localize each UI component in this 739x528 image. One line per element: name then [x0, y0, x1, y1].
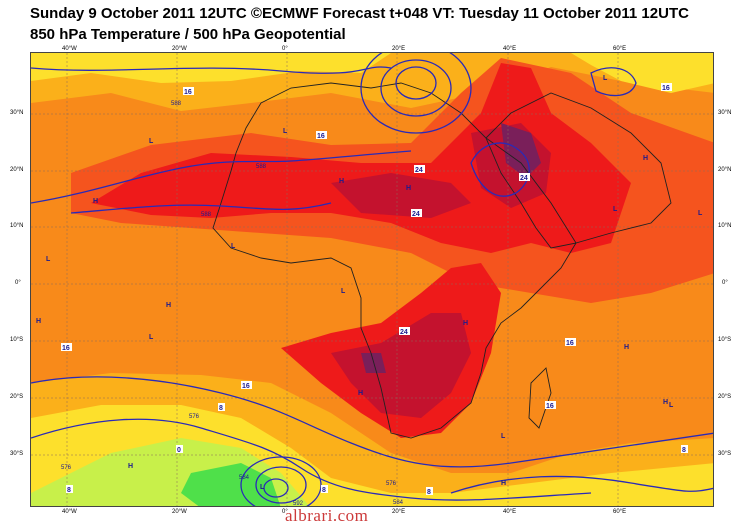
- lat-tick-right: 10°S: [718, 337, 732, 343]
- temp-label: 24: [415, 167, 423, 174]
- low-mark: L: [46, 256, 51, 263]
- lat-tick-left: 20°S: [10, 394, 24, 400]
- temp-label: 8: [67, 487, 71, 494]
- temp-label: 24: [412, 211, 420, 218]
- low-mark: L: [260, 484, 265, 491]
- geo-labels: 588 588 588 576 576 584 592 576 584: [61, 101, 404, 507]
- geopotential-contours: [31, 53, 713, 506]
- high-mark: H: [36, 318, 41, 325]
- low-mark: L: [501, 433, 506, 440]
- temp-label: 24: [520, 175, 528, 182]
- temp-label: 8: [682, 447, 686, 454]
- lon-tick-bottom: 60°E: [613, 509, 627, 515]
- forecast-map: 16 16 16 16 16 16 16 24 24 24 24 8 8 8 8…: [30, 52, 714, 507]
- temp-band-yellow-ne: [571, 53, 713, 93]
- temp-label: 16: [566, 340, 574, 347]
- low-mark: L: [149, 334, 154, 341]
- high-mark: H: [643, 155, 648, 162]
- pressure-marks: H H H H H H H H H H H H L L L L L L L L …: [36, 75, 703, 491]
- chart-title: Sunday 9 October 2011 12UTC ©ECMWF Forec…: [30, 5, 689, 22]
- temp-label: 8: [219, 405, 223, 412]
- lat-tick-left: 30°N: [10, 110, 24, 116]
- lon-tick-top: 20°W: [172, 46, 187, 52]
- temp-label: 16: [317, 133, 325, 140]
- geo-label: 588: [256, 164, 267, 170]
- lat-tick-right: 30°N: [718, 110, 732, 116]
- geo-label: 576: [386, 481, 397, 487]
- high-mark: H: [624, 344, 629, 351]
- temp-label: 24: [400, 329, 408, 336]
- low-mark: L: [231, 243, 236, 250]
- temp-label: 16: [62, 345, 70, 352]
- low-mark: L: [698, 210, 703, 217]
- lon-tick-bottom: 40°W: [62, 509, 77, 515]
- lon-tick-bottom: 20°W: [172, 509, 187, 515]
- lat-tick-left: 0°: [15, 280, 21, 286]
- temp-label: 8: [427, 489, 431, 496]
- high-mark: H: [406, 185, 411, 192]
- geo-label: 584: [393, 500, 404, 506]
- coastlines: [212, 82, 672, 439]
- lat-tick-left: 30°S: [10, 451, 24, 457]
- temp-label: 8: [322, 487, 326, 494]
- high-mark: H: [501, 480, 506, 487]
- high-mark: H: [93, 198, 98, 205]
- temp-label: 0: [177, 447, 181, 454]
- temp-zone-dark-arabia: [501, 123, 541, 178]
- temp-label: 16: [546, 403, 554, 410]
- low-mark: L: [603, 75, 608, 82]
- high-mark: H: [663, 399, 668, 406]
- temp-labels: 16 16 16 16 16 16 16 24 24 24 24 8 8 8 8…: [61, 83, 688, 496]
- lon-tick-top: 0°: [282, 46, 288, 52]
- temp-label: 16: [242, 383, 250, 390]
- high-mark: H: [128, 463, 133, 470]
- watermark: albrari.com: [285, 506, 369, 525]
- lat-tick-right: 20°S: [718, 394, 732, 400]
- high-mark: H: [463, 320, 468, 327]
- geo-label: 576: [189, 414, 200, 420]
- lon-tick-top: 60°E: [613, 46, 627, 52]
- low-mark: L: [613, 206, 618, 213]
- temp-label: 16: [184, 89, 192, 96]
- temp-zone-red-sahara: [91, 63, 631, 253]
- temp-band-green-south: [181, 463, 281, 506]
- low-mark: L: [669, 402, 674, 409]
- lon-tick-top: 20°E: [392, 46, 406, 52]
- low-mark: L: [341, 288, 346, 295]
- lon-tick-bottom: 40°E: [503, 509, 517, 515]
- lon-tick-bottom: 0°: [282, 509, 288, 515]
- geo-label: 588: [171, 101, 182, 107]
- lat-tick-left: 20°N: [10, 167, 24, 173]
- geo-label: 588: [201, 212, 212, 218]
- lat-tick-left: 10°S: [10, 337, 24, 343]
- high-mark: H: [339, 178, 344, 185]
- temp-zone-deep-central: [331, 173, 471, 218]
- low-mark: L: [283, 128, 288, 135]
- lat-tick-right: 10°N: [718, 223, 732, 229]
- lon-tick-top: 40°E: [503, 46, 517, 52]
- lat-tick-right: 0°: [722, 280, 728, 286]
- temp-zone-deep-south: [331, 313, 471, 418]
- geo-label: 584: [239, 475, 250, 481]
- lon-tick-bottom: 20°E: [392, 509, 406, 515]
- low-mark: L: [149, 138, 154, 145]
- high-mark: H: [358, 390, 363, 397]
- chart-subtitle: 850 hPa Temperature / 500 hPa Geopotenti…: [30, 26, 346, 43]
- lat-tick-right: 30°S: [718, 451, 732, 457]
- geo-label: 576: [61, 465, 72, 471]
- lat-tick-right: 20°N: [718, 167, 732, 173]
- geo-label: 592: [293, 501, 304, 507]
- high-mark: H: [166, 302, 171, 309]
- lon-tick-top: 40°W: [62, 46, 77, 52]
- lat-tick-left: 10°N: [10, 223, 24, 229]
- temp-label: 16: [662, 85, 670, 92]
